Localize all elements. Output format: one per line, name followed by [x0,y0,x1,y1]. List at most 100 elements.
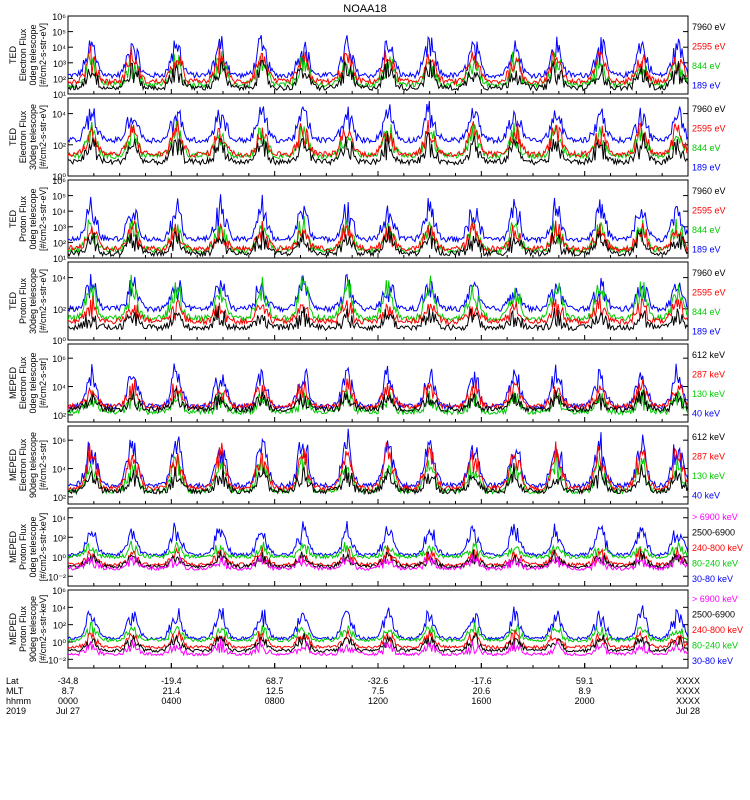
y-axis-label: MEPEDProton Flux0deg telescope[#/cm2-s-s… [8,513,48,582]
y-axis-label: TEDProton Flux30deg telescope[#/cm2-s-st… [8,268,48,334]
y-axis-label-line: Electron Flux [18,356,28,409]
y-tick-label: 10⁵ [52,192,66,202]
y-tick-label: 10² [53,141,66,151]
y-axis-label-line: [#/cm2-s-str-keV] [38,513,48,582]
series-line [68,540,688,560]
y-tick-label: 10⁶ [52,176,66,186]
y-axis-label-line: TED [8,127,18,146]
legend-entry: 7960 eV [692,268,726,278]
x-tick-label: 7.5 [372,686,385,696]
chart-title: NOAA18 [343,3,386,15]
y-tick-label: 10⁴ [52,514,66,524]
y-tick-label: 10⁵ [52,28,66,38]
x-tick-label: 0000 [58,696,78,706]
legend-entry: 7960 eV [692,186,726,196]
x-row-label: Lat [6,676,19,686]
y-axis-label-line: TED [8,291,18,310]
series-line [68,35,688,80]
y-tick-label: 10⁴ [52,383,66,393]
legend-entry: 240-800 keV [692,625,743,635]
series-line [68,631,688,654]
legend-entry: 40 keV [692,408,720,418]
traces [68,521,688,572]
traces [68,194,688,258]
y-axis-label-line: [#/cm2-s-str-eV] [38,23,48,87]
y-tick-label: 10⁶ [52,586,66,596]
panel-2: 10⁰ 10² 10⁴ TEDElectron Flux30deg telescope… [8,97,726,182]
y-axis-label-line: [#/cm2-s-str-keV] [38,595,48,664]
y-axis-label: MEPEDElectron Flux0deg telescope[#/cm2-s… [8,352,48,413]
y-axis-label-line: 30deg telescope [28,268,38,334]
legend-entry: 2595 eV [692,205,726,215]
legend-entry: 287 keV [692,451,725,461]
y-axis-label-line: 0deg telescope [28,24,38,85]
legend-entry: 189 eV [692,80,721,90]
y-axis-label-line: Proton Flux [18,605,28,652]
panel-8: 10⁻² 10⁰ 10² 10⁴ 10⁶ MEPEDProton Flux90deg te… [8,586,743,669]
series-line [68,549,688,570]
series-line [68,59,688,92]
series-line [68,386,688,414]
y-axis-label-line: TED [8,209,18,228]
y-tick-label: 10³ [53,223,66,233]
panel-3: 10¹ 10² 10³ 10⁴ 10⁵ 10⁶ TEDProton Flux0deg tel… [8,176,726,264]
y-tick-label: 10⁰ [52,553,66,563]
y-tick-label: 10⁴ [52,465,66,475]
y-axis-label-line: [#/cm2-s-str-eV] [38,187,48,251]
legend-entry: 189 eV [692,244,721,254]
legend-entry: 2595 eV [692,123,726,133]
legend-entry: 844 eV [692,61,721,71]
series-line [68,377,688,411]
x-tick-label: 1600 [471,696,491,706]
y-axis-label-line: [#/cm2-s-str] [38,358,48,408]
series-line [68,194,688,244]
y-axis-label: TEDProton Flux0deg telescope[#/cm2-s-str… [8,187,48,251]
y-axis-label-line: Proton Flux [18,195,28,242]
x-tick-label: 68.7 [266,676,284,686]
y-tick-label: 10² [53,411,66,421]
y-axis-label-line: Electron Flux [18,110,28,163]
y-axis-label-line: [#/cm2-s-str] [38,440,48,490]
x-row-label: hhmm [6,696,31,706]
y-tick-label: 10² [53,74,66,84]
y-axis-label-line: [#/cm2-s-str-eV] [38,269,48,333]
y-tick-label: 10⁰ [52,172,66,182]
y-tick-label: 10⁶ [52,12,66,22]
series-line [68,100,688,145]
series-line [68,273,688,314]
legend-entry: 130 keV [692,389,725,399]
y-axis-label-line: MEPED [8,449,18,482]
traces [68,363,688,417]
traces [68,605,688,657]
y-tick-label: 10¹ [53,254,66,264]
series-line [68,605,688,642]
traces [68,428,688,496]
y-tick-label: 10⁴ [52,274,66,284]
series-line [68,43,688,87]
y-axis-label-line: 30deg telescope [28,104,38,170]
series-line [68,363,688,411]
y-tick-label: 10⁶ [52,436,66,446]
panel-1: 10¹ 10² 10³ 10⁴ 10⁵ 10⁶ TEDElectron Flux0deg t… [8,12,726,100]
series-line [68,521,688,558]
legend-entry: 2595 eV [692,287,726,297]
y-axis-label-line: 0deg telescope [28,188,38,249]
series-line [68,553,688,572]
y-axis-label-line: 90deg telescope [28,432,38,498]
y-axis-label-line: Proton Flux [18,523,28,570]
x-tick-label: 8.9 [578,686,591,696]
legend-entry: 7960 eV [692,104,726,114]
legend-entry: 844 eV [692,143,721,153]
y-tick-label: 10² [53,493,66,503]
x-tick-label: XXXX [676,686,700,696]
legend-entry: 80-240 keV [692,559,738,569]
series-line [68,638,688,657]
panel-4: 10⁰ 10² 10⁴ TEDProton Flux30deg telescope[#… [8,261,726,346]
x-tick-label: 1200 [368,696,388,706]
y-axis-label-line: TED [8,45,18,64]
y-axis-label-line: MEPED [8,531,18,564]
legend-entry: > 6900 keV [692,594,738,604]
legend-entry: 30-80 keV [692,574,733,584]
legend-entry: > 6900 keV [692,512,738,522]
